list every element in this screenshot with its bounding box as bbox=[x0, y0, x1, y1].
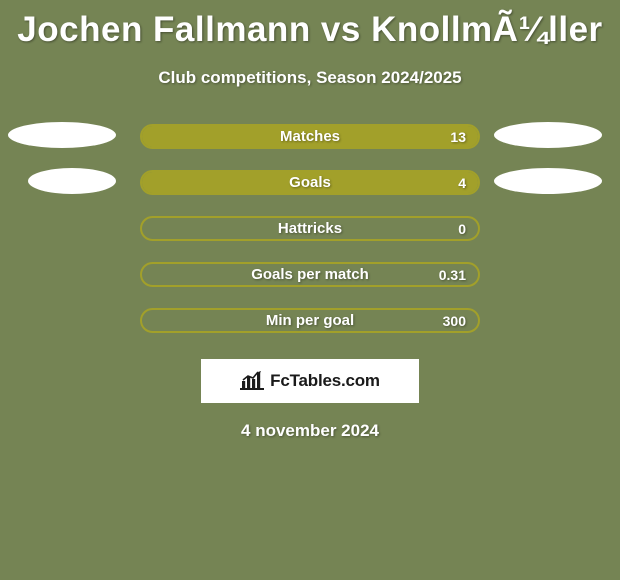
stat-row-matches: Matches 13 bbox=[140, 124, 480, 149]
stat-label: Goals per match bbox=[142, 266, 478, 283]
stat-value: 0.31 bbox=[439, 267, 466, 283]
attribution-box: FcTables.com bbox=[201, 359, 419, 403]
chart-icon bbox=[240, 371, 264, 391]
oval-decoration bbox=[494, 168, 602, 194]
date-text: 4 november 2024 bbox=[0, 421, 620, 441]
stat-value: 0 bbox=[458, 221, 466, 237]
stat-label: Min per goal bbox=[142, 312, 478, 329]
oval-decoration bbox=[8, 122, 116, 148]
stat-value: 300 bbox=[443, 313, 466, 329]
comparison-infographic: Jochen Fallmann vs KnollmÃ¼ller Club com… bbox=[0, 0, 620, 580]
stat-row-min-per-goal: Min per goal 300 bbox=[140, 308, 480, 333]
oval-decoration bbox=[494, 122, 602, 148]
page-title: Jochen Fallmann vs KnollmÃ¼ller bbox=[0, 0, 620, 50]
competition-subtitle: Club competitions, Season 2024/2025 bbox=[0, 68, 620, 88]
attribution-text: FcTables.com bbox=[270, 371, 380, 391]
stat-label: Matches bbox=[142, 128, 478, 145]
stat-label: Goals bbox=[142, 174, 478, 191]
stat-label: Hattricks bbox=[142, 220, 478, 237]
stat-value: 4 bbox=[458, 175, 466, 191]
stat-row-goals-per-match: Goals per match 0.31 bbox=[140, 262, 480, 287]
stat-value: 13 bbox=[450, 129, 466, 145]
stat-row-hattricks: Hattricks 0 bbox=[140, 216, 480, 241]
stat-row-goals: Goals 4 bbox=[140, 170, 480, 195]
oval-decoration bbox=[28, 168, 116, 194]
stats-area: Matches 13 Goals 4 Hattricks 0 Goals per… bbox=[0, 124, 620, 333]
